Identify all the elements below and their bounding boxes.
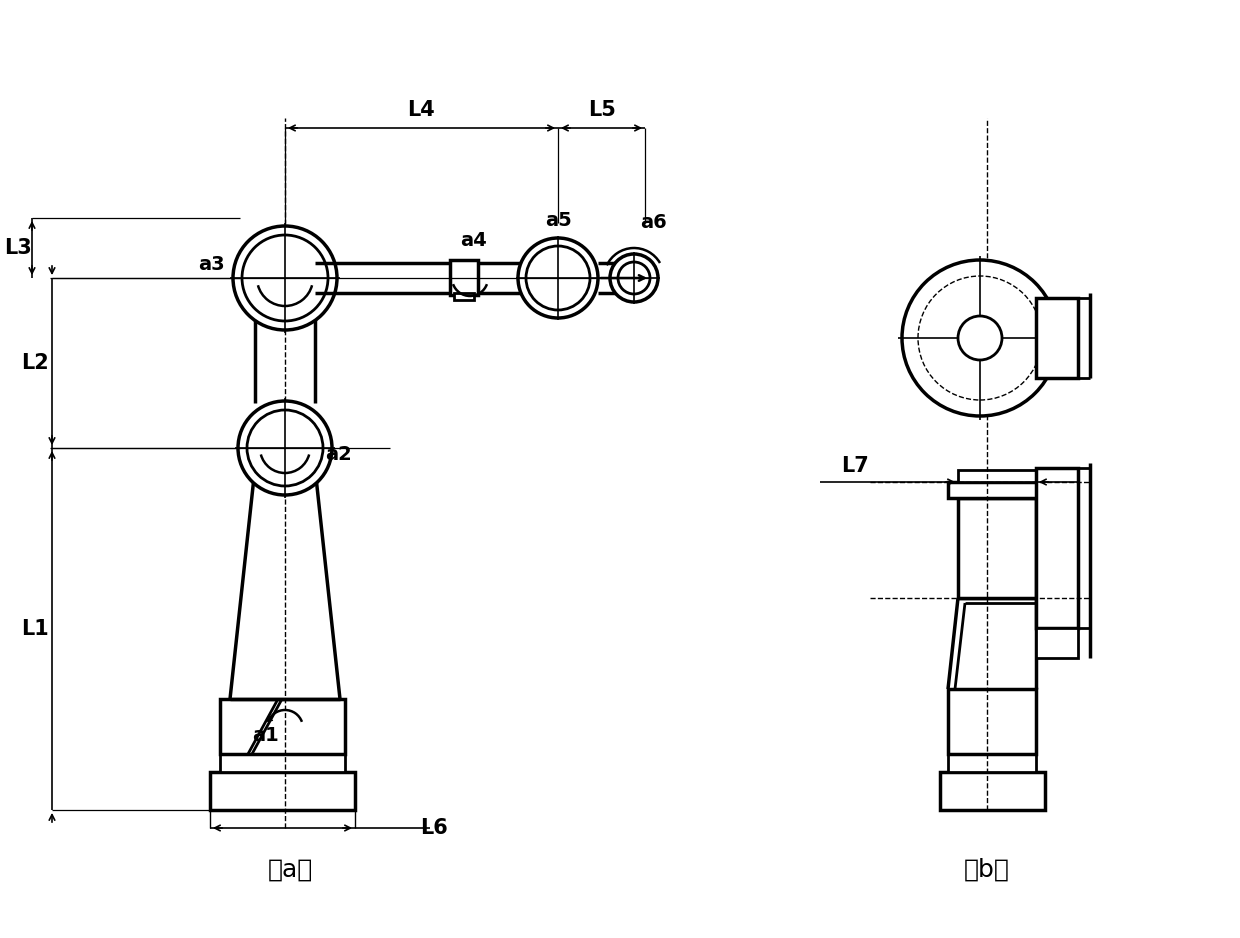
Text: L5: L5: [588, 100, 616, 120]
Text: L3: L3: [4, 238, 32, 258]
Text: L6: L6: [420, 818, 448, 838]
Text: a5: a5: [546, 211, 572, 230]
Circle shape: [526, 246, 590, 310]
Bar: [1035, 628, 1078, 658]
Bar: [454, 293, 474, 300]
Text: L4: L4: [407, 100, 435, 120]
Circle shape: [247, 410, 322, 486]
Bar: [959, 470, 1035, 482]
Text: （a）: （a）: [268, 858, 312, 882]
Circle shape: [901, 260, 1058, 416]
Circle shape: [242, 235, 329, 321]
Text: L2: L2: [21, 353, 48, 373]
Circle shape: [918, 276, 1042, 400]
Circle shape: [518, 238, 598, 318]
Bar: [450, 260, 477, 295]
Bar: [940, 772, 1045, 810]
Text: （b）: （b）: [963, 858, 1009, 882]
Text: L1: L1: [21, 619, 48, 639]
Text: a6: a6: [640, 213, 667, 232]
Bar: [1035, 298, 1078, 378]
Circle shape: [618, 262, 650, 294]
Circle shape: [959, 316, 1002, 360]
Bar: [949, 689, 1035, 754]
Bar: [949, 482, 1047, 498]
Bar: [1035, 468, 1078, 628]
Text: a2: a2: [325, 445, 352, 464]
Text: a4: a4: [460, 231, 487, 250]
Circle shape: [238, 401, 332, 495]
Bar: [210, 772, 355, 810]
Bar: [219, 754, 345, 772]
Text: a3: a3: [198, 255, 224, 274]
Text: a1: a1: [252, 726, 279, 745]
Bar: [219, 699, 345, 754]
Circle shape: [233, 226, 337, 330]
Text: L7: L7: [841, 456, 869, 476]
Bar: [949, 754, 1035, 772]
Circle shape: [610, 254, 658, 302]
Bar: [959, 498, 1035, 598]
